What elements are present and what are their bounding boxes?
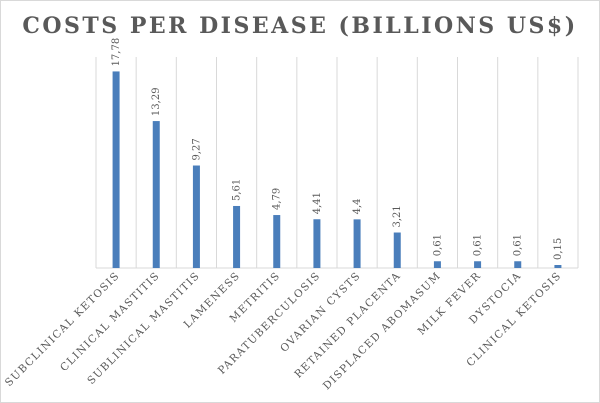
bar: [474, 261, 482, 268]
data-label: 0,61: [432, 234, 443, 256]
data-label: 0,61: [513, 234, 524, 256]
bar: [393, 232, 401, 268]
bar: [313, 219, 321, 268]
data-label: 0,61: [473, 234, 484, 256]
data-label: 0,15: [553, 238, 564, 260]
chart-title: COSTS PER DISEASE (BILLIONS US$): [22, 13, 578, 39]
data-label: 3,21: [392, 205, 403, 227]
bar: [233, 205, 241, 268]
data-label: 4,79: [272, 188, 283, 210]
bar: [192, 165, 200, 268]
bar: [514, 261, 522, 268]
bar: [273, 215, 281, 268]
bar: [112, 71, 120, 268]
data-label: 13,29: [151, 87, 162, 116]
category-label: OVARIAN CYSTS: [278, 270, 363, 355]
data-label: 4,4: [352, 198, 363, 214]
bar: [433, 261, 441, 268]
bar: [152, 121, 160, 269]
data-label: 9,27: [191, 138, 202, 160]
data-label: 4,41: [312, 192, 323, 214]
bar: [554, 265, 562, 268]
bar: [353, 219, 361, 268]
data-label: 17,78: [111, 38, 122, 67]
data-label: 5,61: [232, 179, 243, 201]
